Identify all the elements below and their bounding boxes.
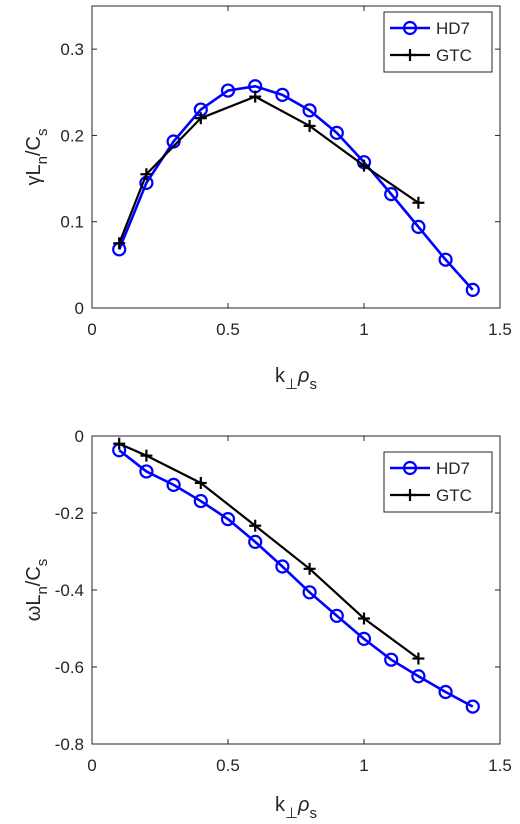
x-tick-label: 1 xyxy=(359,320,368,339)
y-tick-label: 0.2 xyxy=(60,126,84,145)
data-point-gtc xyxy=(194,476,207,489)
data-point-hd7 xyxy=(193,493,208,509)
data-point-gtc xyxy=(140,168,153,181)
y-tick-label: 0 xyxy=(75,299,84,318)
data-point-hd7 xyxy=(302,103,317,118)
data-point-gtc xyxy=(412,652,425,665)
data-point-gtc xyxy=(358,159,370,172)
y-tick-label: 0.3 xyxy=(60,40,84,59)
data-point-hd7 xyxy=(384,652,399,667)
x-tick-label: 1.5 xyxy=(488,756,512,775)
data-point-gtc xyxy=(194,112,207,125)
data-point-gtc xyxy=(303,562,316,575)
data-point-hd7 xyxy=(438,684,453,700)
legend-box xyxy=(383,451,493,513)
data-point-gtc xyxy=(113,237,126,250)
legend-box xyxy=(383,11,493,73)
y-axis-label: ωLn/Cs xyxy=(23,559,51,622)
data-point-hd7 xyxy=(139,464,154,479)
data-point-hd7 xyxy=(275,559,290,574)
x-axis-label: k⊥ρs xyxy=(275,365,317,393)
y-axis-label: γLn/Cs xyxy=(23,129,51,186)
data-point-hd7 xyxy=(465,282,480,297)
growth-rate-chart: 0 0.5 1 1.5 0 0.1 0.2 0.3 k⊥ρs γLn/Cs HD7 GTC xyxy=(23,5,512,393)
data-point-gtc xyxy=(249,90,262,103)
y-tick-label: 0 xyxy=(75,427,84,446)
legend-marker-gtc xyxy=(404,49,416,61)
data-point-hd7 xyxy=(356,631,372,646)
data-point-hd7 xyxy=(248,534,263,549)
y-tick-label: 0.1 xyxy=(60,213,84,232)
y-tick-label: -0.2 xyxy=(55,504,84,523)
legend: HD7 GTC xyxy=(383,451,493,513)
legend-label-gtc: GTC xyxy=(436,46,472,65)
data-point-hd7 xyxy=(438,252,453,267)
x-tick-label: 0 xyxy=(87,320,96,339)
x-tick-label: 0.5 xyxy=(216,320,240,339)
y-tick-label: -0.6 xyxy=(55,658,84,677)
legend-label-hd7: HD7 xyxy=(436,459,470,478)
x-tick-label: 0.5 xyxy=(216,756,240,775)
legend-label-gtc: GTC xyxy=(436,486,472,505)
legend-marker-hd7 xyxy=(402,460,418,476)
data-point-gtc xyxy=(113,437,126,450)
y-tick-label: -0.4 xyxy=(55,581,84,600)
x-tick-label: 0 xyxy=(87,756,96,775)
legend-label-hd7: HD7 xyxy=(436,19,470,38)
x-tick-label: 1.5 xyxy=(488,320,512,339)
data-point-hd7 xyxy=(166,477,181,492)
data-point-hd7 xyxy=(411,219,426,234)
data-point-hd7 xyxy=(220,512,236,527)
data-point-gtc xyxy=(249,519,262,532)
frequency-chart: 0 0.5 1 1.5 -0.8 -0.6 -0.4 -0.2 0 k⊥ρs ωLn/Cs HD7 GT… xyxy=(23,427,512,822)
data-point-hd7 xyxy=(220,83,236,98)
data-point-gtc xyxy=(412,196,425,209)
data-point-gtc xyxy=(140,449,153,462)
data-point-hd7 xyxy=(275,87,290,102)
legend-marker-gtc xyxy=(404,489,416,501)
legend: HD7 GTC xyxy=(383,11,493,73)
data-point-gtc xyxy=(358,612,370,625)
data-point-gtc xyxy=(303,119,316,132)
data-point-hd7 xyxy=(329,125,344,140)
x-tick-label: 1 xyxy=(359,756,368,775)
x-axis-label: k⊥ρs xyxy=(275,794,317,822)
data-point-hd7 xyxy=(302,585,317,600)
data-point-hd7 xyxy=(384,187,399,202)
data-point-hd7 xyxy=(411,669,426,684)
data-point-hd7 xyxy=(329,608,344,623)
y-tick-label: -0.8 xyxy=(55,735,84,754)
legend-marker-hd7 xyxy=(402,20,418,36)
data-point-hd7 xyxy=(465,699,480,714)
